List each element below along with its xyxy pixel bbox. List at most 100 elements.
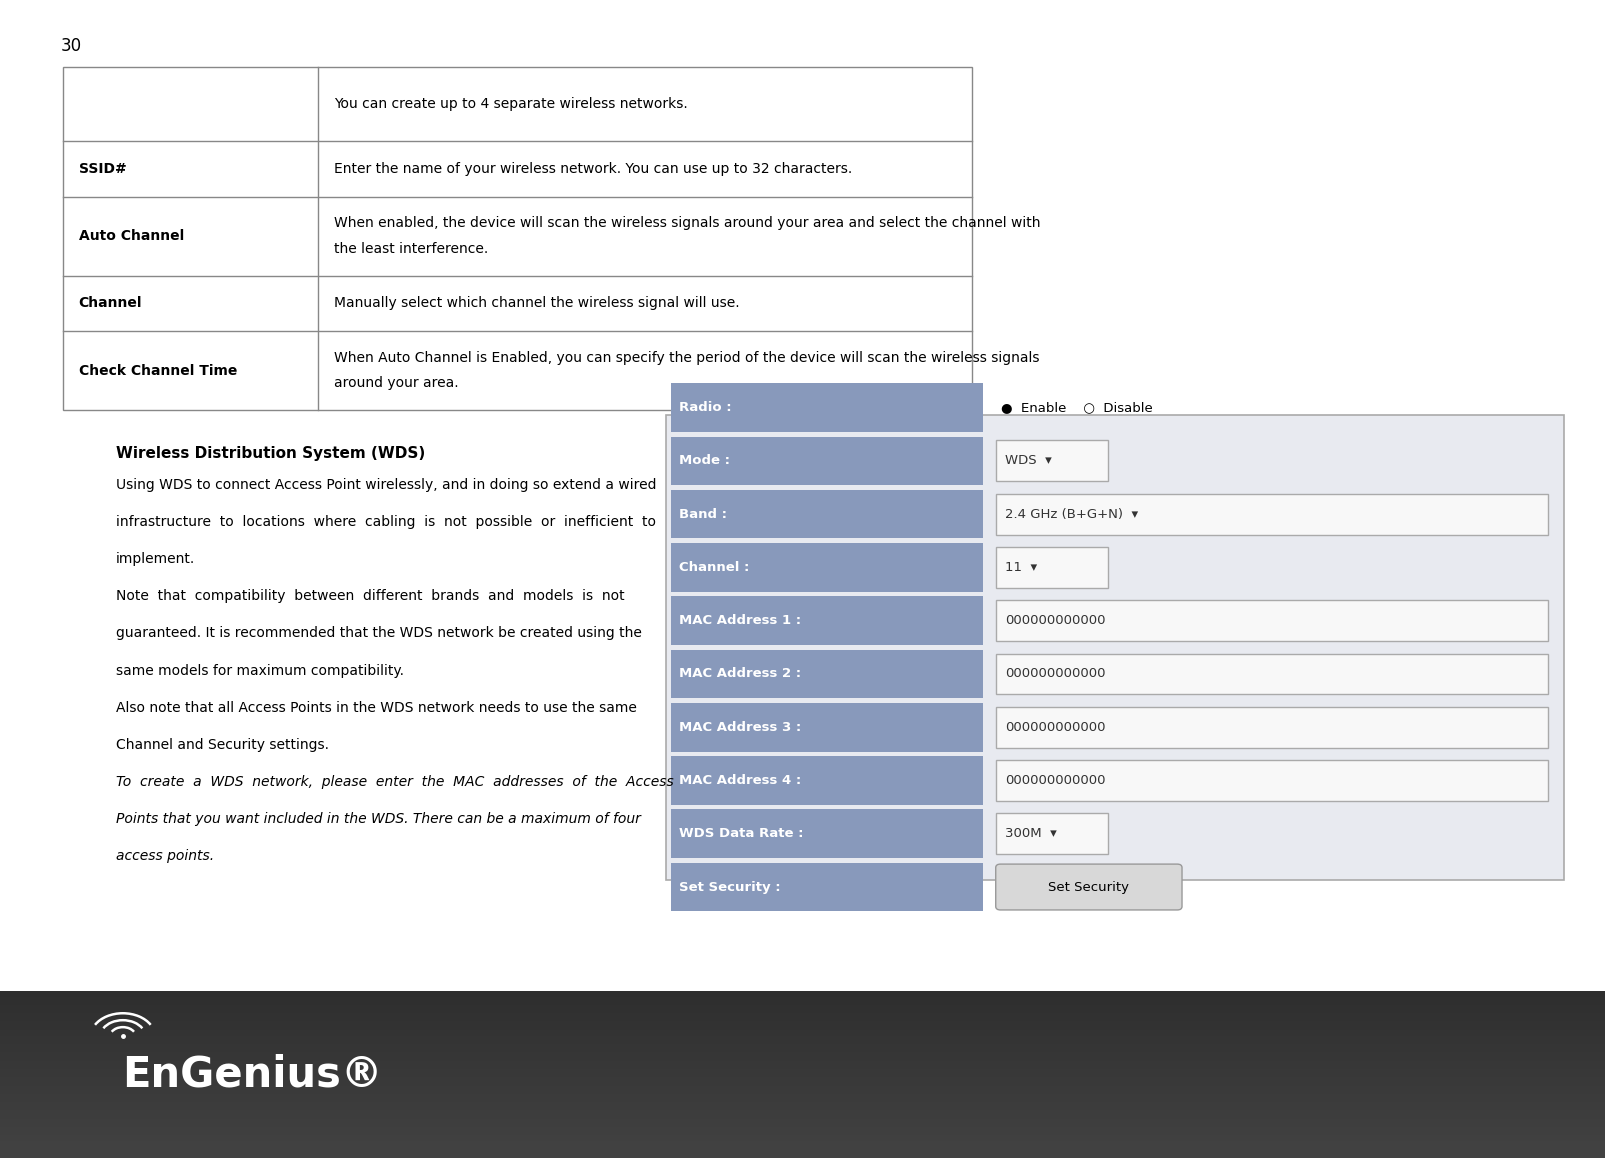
Text: To  create  a  WDS  network,  please  enter  the  MAC  addresses  of  the  Acces: To create a WDS network, please enter th… [116, 775, 672, 789]
Bar [0, 1060, 1605, 1063]
Bar [0, 1054, 1605, 1056]
Text: 000000000000: 000000000000 [1005, 614, 1106, 628]
Bar [0, 1026, 1605, 1029]
Bar [0, 1107, 1605, 1111]
Text: Check Channel Time: Check Channel Time [79, 364, 238, 378]
Bar [671, 863, 982, 911]
Bar [0, 1128, 1605, 1131]
Bar [671, 383, 982, 432]
Text: 000000000000: 000000000000 [1005, 667, 1106, 681]
Bar [0, 991, 1605, 995]
Bar [0, 1109, 1605, 1113]
Text: MAC Address 3 :: MAC Address 3 : [679, 720, 801, 734]
Text: Set Security: Set Security [1048, 880, 1128, 894]
Bar [0, 1012, 1605, 1016]
Bar [995, 440, 1107, 482]
Bar [0, 1007, 1605, 1011]
Text: 30: 30 [61, 37, 82, 56]
Bar [0, 1120, 1605, 1123]
Bar [671, 756, 982, 805]
Bar [671, 596, 982, 645]
Bar [0, 996, 1605, 998]
Text: Set Security :: Set Security : [679, 880, 780, 894]
Text: Channel :: Channel : [679, 560, 750, 574]
Text: Also note that all Access Points in the WDS network needs to use the same: Also note that all Access Points in the … [116, 701, 636, 714]
Text: When Auto Channel is Enabled, you can specify the period of the device will scan: When Auto Channel is Enabled, you can sp… [334, 351, 1038, 365]
Bar [0, 1146, 1605, 1150]
Bar [0, 1080, 1605, 1084]
Bar [0, 1093, 1605, 1095]
Text: Channel: Channel [79, 296, 143, 310]
Text: Channel and Security settings.: Channel and Security settings. [116, 738, 329, 752]
Bar [0, 1055, 1605, 1058]
Bar [0, 1138, 1605, 1142]
Bar [0, 1025, 1605, 1027]
Text: same models for maximum compatibility.: same models for maximum compatibility. [116, 664, 403, 677]
Bar [0, 1076, 1605, 1079]
Bar [0, 1023, 1605, 1026]
Text: When enabled, the device will scan the wireless signals around your area and sel: When enabled, the device will scan the w… [334, 217, 1040, 230]
Text: 000000000000: 000000000000 [1005, 774, 1106, 787]
Bar [0, 1083, 1605, 1085]
Bar [0, 1097, 1605, 1100]
Bar [0, 1068, 1605, 1071]
Text: Manually select which channel the wireless signal will use.: Manually select which channel the wirele… [334, 296, 740, 310]
Bar [0, 1130, 1605, 1134]
Bar [0, 1049, 1605, 1053]
Bar [0, 1020, 1605, 1024]
Text: around your area.: around your area. [334, 376, 459, 390]
Bar [995, 493, 1547, 535]
Bar [0, 1064, 1605, 1067]
Bar [0, 1065, 1605, 1069]
Bar [0, 1004, 1605, 1007]
Bar [671, 490, 982, 538]
Bar [0, 1084, 1605, 1087]
Text: MAC Address 4 :: MAC Address 4 : [679, 774, 801, 787]
Bar [0, 1142, 1605, 1145]
Text: 2.4 GHz (B+G+N)  ▾: 2.4 GHz (B+G+N) ▾ [1005, 507, 1138, 521]
Bar [0, 1014, 1605, 1017]
Bar [0, 1152, 1605, 1156]
Text: ●  Enable    ○  Disable: ● Enable ○ Disable [1000, 401, 1151, 415]
Bar [0, 1041, 1605, 1045]
Bar [0, 1002, 1605, 1005]
Bar [0, 999, 1605, 1003]
Bar [0, 1134, 1605, 1137]
Bar [995, 706, 1547, 748]
Bar [0, 1155, 1605, 1158]
Text: You can create up to 4 separate wireless networks.: You can create up to 4 separate wireless… [334, 97, 687, 111]
Bar [995, 760, 1547, 801]
Bar [0, 1047, 1605, 1050]
Bar [0, 1051, 1605, 1055]
Bar [995, 813, 1107, 855]
Text: guaranteed. It is recommended that the WDS network be created using the: guaranteed. It is recommended that the W… [116, 626, 640, 640]
Text: access points.: access points. [116, 849, 213, 863]
Bar [0, 1031, 1605, 1034]
Bar [0, 1115, 1605, 1119]
Bar [995, 600, 1547, 642]
Text: Wireless Distribution System (WDS): Wireless Distribution System (WDS) [116, 446, 425, 461]
Text: Mode :: Mode : [679, 454, 730, 468]
Bar [0, 1078, 1605, 1082]
Bar [0, 1151, 1605, 1153]
Bar [0, 1144, 1605, 1148]
Bar [0, 1070, 1605, 1073]
Bar [0, 1043, 1605, 1046]
Text: Note  that  compatibility  between  different  brands  and  models  is  not: Note that compatibility between differen… [116, 589, 624, 603]
Bar [0, 1091, 1605, 1094]
Text: 000000000000: 000000000000 [1005, 720, 1106, 734]
Text: SSID#: SSID# [79, 162, 127, 176]
Bar [0, 1006, 1605, 1009]
Text: Radio :: Radio : [679, 401, 732, 415]
Bar [0, 1039, 1605, 1042]
Bar [666, 415, 1563, 880]
Text: WDS Data Rate :: WDS Data Rate : [679, 827, 804, 841]
Bar [63, 67, 971, 410]
Text: the least interference.: the least interference. [334, 242, 488, 256]
Bar [0, 1045, 1605, 1048]
Bar [0, 1112, 1605, 1114]
Text: 11  ▾: 11 ▾ [1005, 560, 1037, 574]
Text: WDS  ▾: WDS ▾ [1005, 454, 1051, 468]
Bar [0, 1035, 1605, 1038]
Bar [0, 1089, 1605, 1092]
